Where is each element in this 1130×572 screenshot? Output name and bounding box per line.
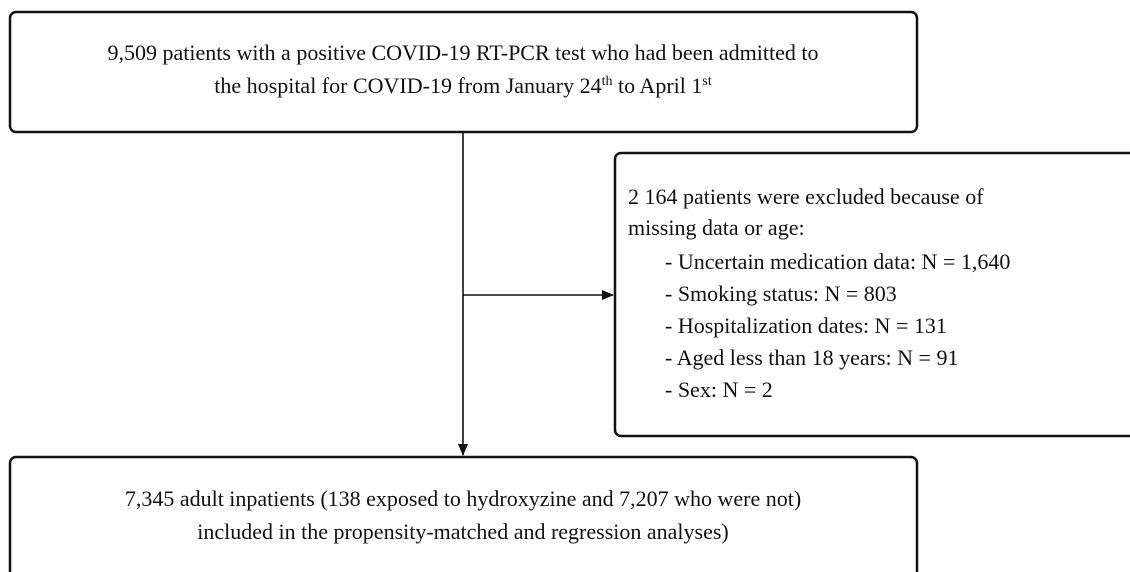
bottom-text: 7,345 adult inpatients (138 exposed to h… [125,486,801,544]
excluded-text: 2 164 patients were excluded because of m… [628,184,1010,402]
excluded-item: - Aged less than 18 years: N = 91 [665,345,958,370]
top-line: 9,509 patients with a positive COVID-19 … [108,40,819,65]
text: to April 1 [613,73,703,98]
superscript: st [702,74,711,89]
excluded-line: missing data or age: [628,215,805,240]
top-line: the hospital for COVID-19 from January 2… [214,73,712,98]
bottom-line: included in the propensity-matched and r… [197,519,729,544]
text: the hospital for COVID-19 from January 2… [214,73,601,98]
bottom-line: 7,345 adult inpatients (138 exposed to h… [125,486,801,511]
bottom-box [8,455,919,572]
superscript: th [602,74,613,89]
excluded-item: - Hospitalization dates: N = 131 [665,313,947,338]
excluded-item: - Smoking status: N = 803 [665,281,897,306]
excluded-line: 2 164 patients were excluded because of [628,184,984,209]
excluded-box [613,151,1130,438]
excluded-item: - Uncertain medication data: N = 1,640 [665,249,1010,274]
top-box [8,10,919,134]
excluded-item: - Sex: N = 2 [665,377,773,402]
